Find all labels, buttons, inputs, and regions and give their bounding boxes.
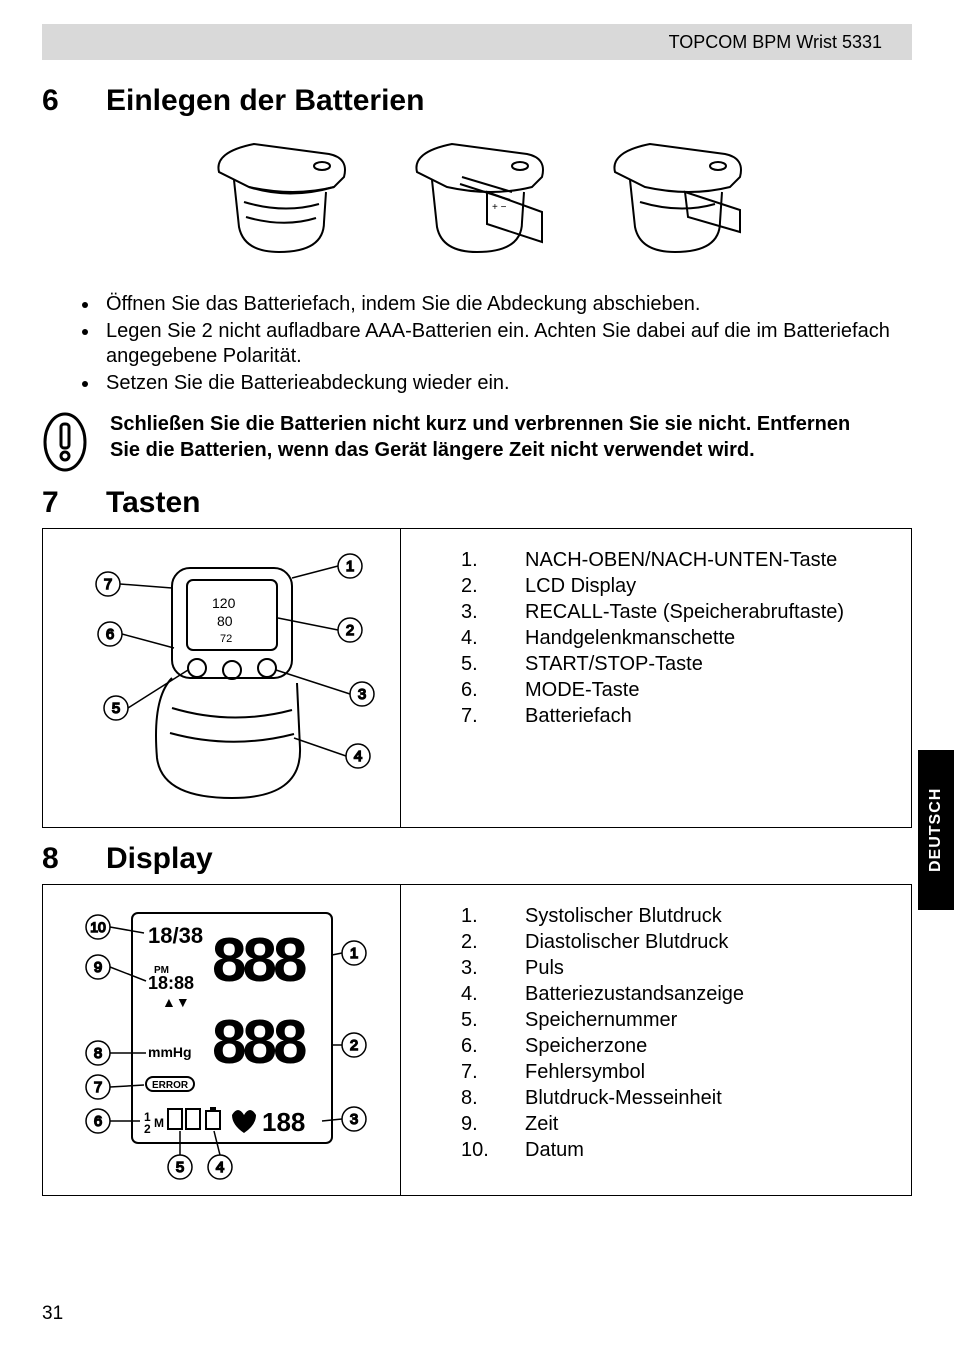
legend-label: LCD Display xyxy=(525,573,891,599)
svg-text:10: 10 xyxy=(90,919,106,935)
legend-label: Puls xyxy=(525,955,891,981)
section6-heading: 6 Einlegen der Batterien xyxy=(42,84,912,118)
legend-label: RECALL-Taste (Speicherabruftaste) xyxy=(525,599,891,625)
section6-title: Einlegen der Batterien xyxy=(106,84,424,118)
section7-legend: 1. NACH-OBEN/NACH-UNTEN-Taste 2. LCD Displ… xyxy=(401,529,911,827)
svg-text:+ −: + − xyxy=(492,202,507,213)
list-item: Setzen Sie die Batterieabdeckung wieder … xyxy=(100,371,892,396)
svg-text:188: 188 xyxy=(262,1107,305,1137)
svg-text:18:88: 18:88 xyxy=(148,973,194,993)
legend-label: Handgelenkmanschette xyxy=(525,625,891,651)
svg-text:4: 4 xyxy=(215,1159,223,1176)
svg-text:888: 888 xyxy=(212,1008,306,1077)
svg-text:mmHg: mmHg xyxy=(148,1044,192,1060)
svg-text:2: 2 xyxy=(349,1037,357,1054)
svg-text:5: 5 xyxy=(175,1159,183,1176)
svg-text:120: 120 xyxy=(212,595,236,611)
warning-row: Schließen Sie die Batterien nicht kurz u… xyxy=(42,412,912,472)
legend-num: 6. xyxy=(461,1033,501,1059)
list-item: Legen Sie 2 nicht aufladbare AAA-Batteri… xyxy=(100,319,892,369)
svg-text:▲▼: ▲▼ xyxy=(162,994,190,1010)
legend-num: 2. xyxy=(461,929,501,955)
warning-icon xyxy=(42,412,88,472)
svg-text:5: 5 xyxy=(111,700,119,717)
section7-num: 7 xyxy=(42,486,78,520)
legend-num: 3. xyxy=(461,599,501,625)
svg-text:3: 3 xyxy=(349,1111,357,1128)
legend-num: 9. xyxy=(461,1111,501,1137)
warning-text: Schließen Sie die Batterien nicht kurz u… xyxy=(110,412,912,463)
legend-num: 5. xyxy=(461,651,501,677)
svg-text:72: 72 xyxy=(220,633,232,645)
section6-bullets: Öffnen Sie das Batteriefach, indem Sie d… xyxy=(100,292,892,396)
legend-num: 5. xyxy=(461,1007,501,1033)
legend-num: 4. xyxy=(461,981,501,1007)
device-illustration-closed-icon xyxy=(194,132,364,272)
legend-label: Diastolischer Blutdruck xyxy=(525,929,891,955)
legend-num: 1. xyxy=(461,903,501,929)
legend-num: 4. xyxy=(461,625,501,651)
section8-box: 18/38 888 PM 18:88 ▲▼ 888 mmHg ERROR 1 2… xyxy=(42,884,912,1196)
battery-figure-row: + − xyxy=(42,132,912,272)
section8-diagram-cell: 18/38 888 PM 18:88 ▲▼ 888 mmHg ERROR 1 2… xyxy=(43,885,401,1195)
section7-diagram-cell: 120 80 72 1 2 3 4 5 6 xyxy=(43,529,401,827)
legend-label: Batteriezustandsanzeige xyxy=(525,981,891,1007)
legend-num: 6. xyxy=(461,677,501,703)
svg-text:6: 6 xyxy=(105,626,113,643)
legend-num: 8. xyxy=(461,1085,501,1111)
section7-heading: 7 Tasten xyxy=(42,486,912,520)
legend-num: 7. xyxy=(461,703,501,729)
svg-text:8: 8 xyxy=(93,1045,101,1062)
legend-num: 1. xyxy=(461,547,501,573)
svg-text:M: M xyxy=(154,1116,164,1130)
legend-label: NACH-OBEN/NACH-UNTEN-Taste xyxy=(525,547,891,573)
page-number: 31 xyxy=(42,1303,63,1325)
device-buttons-diagram-icon: 120 80 72 1 2 3 4 5 6 xyxy=(62,538,382,818)
svg-text:7: 7 xyxy=(93,1079,101,1096)
svg-text:2: 2 xyxy=(345,622,353,639)
page-content: 6 Einlegen der Batterien + − xyxy=(42,70,912,1305)
svg-text:4: 4 xyxy=(353,748,361,765)
lcd-display-diagram-icon: 18/38 888 PM 18:88 ▲▼ 888 mmHg ERROR 1 2… xyxy=(62,895,382,1185)
legend-label: Systolischer Blutdruck xyxy=(525,903,891,929)
device-illustration-closing-icon xyxy=(590,132,760,272)
legend-label: Speicherzone xyxy=(525,1033,891,1059)
svg-text:3: 3 xyxy=(357,686,365,703)
section8-heading: 8 Display xyxy=(42,842,912,876)
legend-label: Blutdruck-Messeinheit xyxy=(525,1085,891,1111)
section8-legend: 1. Systolischer Blutdruck 2. Diastolischer… xyxy=(401,885,911,1195)
svg-text:9: 9 xyxy=(93,959,101,976)
svg-text:888: 888 xyxy=(212,926,306,995)
legend-num: 3. xyxy=(461,955,501,981)
legend-num: 7. xyxy=(461,1059,501,1085)
svg-text:80: 80 xyxy=(217,613,233,629)
legend-label: Speichernummer xyxy=(525,1007,891,1033)
svg-text:1: 1 xyxy=(345,558,353,575)
language-tab: DEUTSCH xyxy=(918,750,954,910)
section7-box: 120 80 72 1 2 3 4 5 6 xyxy=(42,528,912,828)
section6-num: 6 xyxy=(42,84,78,118)
svg-text:7: 7 xyxy=(103,576,111,593)
legend-label: Fehlersymbol xyxy=(525,1059,891,1085)
legend-label: MODE-Taste xyxy=(525,677,891,703)
svg-text:1: 1 xyxy=(349,945,357,962)
svg-text:ERROR: ERROR xyxy=(152,1080,189,1091)
legend-label: Zeit xyxy=(525,1111,891,1137)
legend-label: START/STOP-Taste xyxy=(525,651,891,677)
svg-text:2: 2 xyxy=(144,1122,151,1136)
legend-label: Datum xyxy=(525,1137,891,1163)
svg-text:18/38: 18/38 xyxy=(148,923,203,948)
section8-num: 8 xyxy=(42,842,78,876)
legend-label: Batteriefach xyxy=(525,703,891,729)
list-item: Öffnen Sie das Batteriefach, indem Sie d… xyxy=(100,292,892,317)
device-illustration-open-icon: + − xyxy=(392,132,562,272)
legend-num: 10. xyxy=(461,1137,501,1163)
product-name: TOPCOM BPM Wrist 5331 xyxy=(669,32,882,53)
section7-title: Tasten xyxy=(106,486,200,520)
header-bar: TOPCOM BPM Wrist 5331 xyxy=(42,24,912,60)
section8-title: Display xyxy=(106,842,213,876)
svg-text:6: 6 xyxy=(93,1113,101,1130)
legend-num: 2. xyxy=(461,573,501,599)
